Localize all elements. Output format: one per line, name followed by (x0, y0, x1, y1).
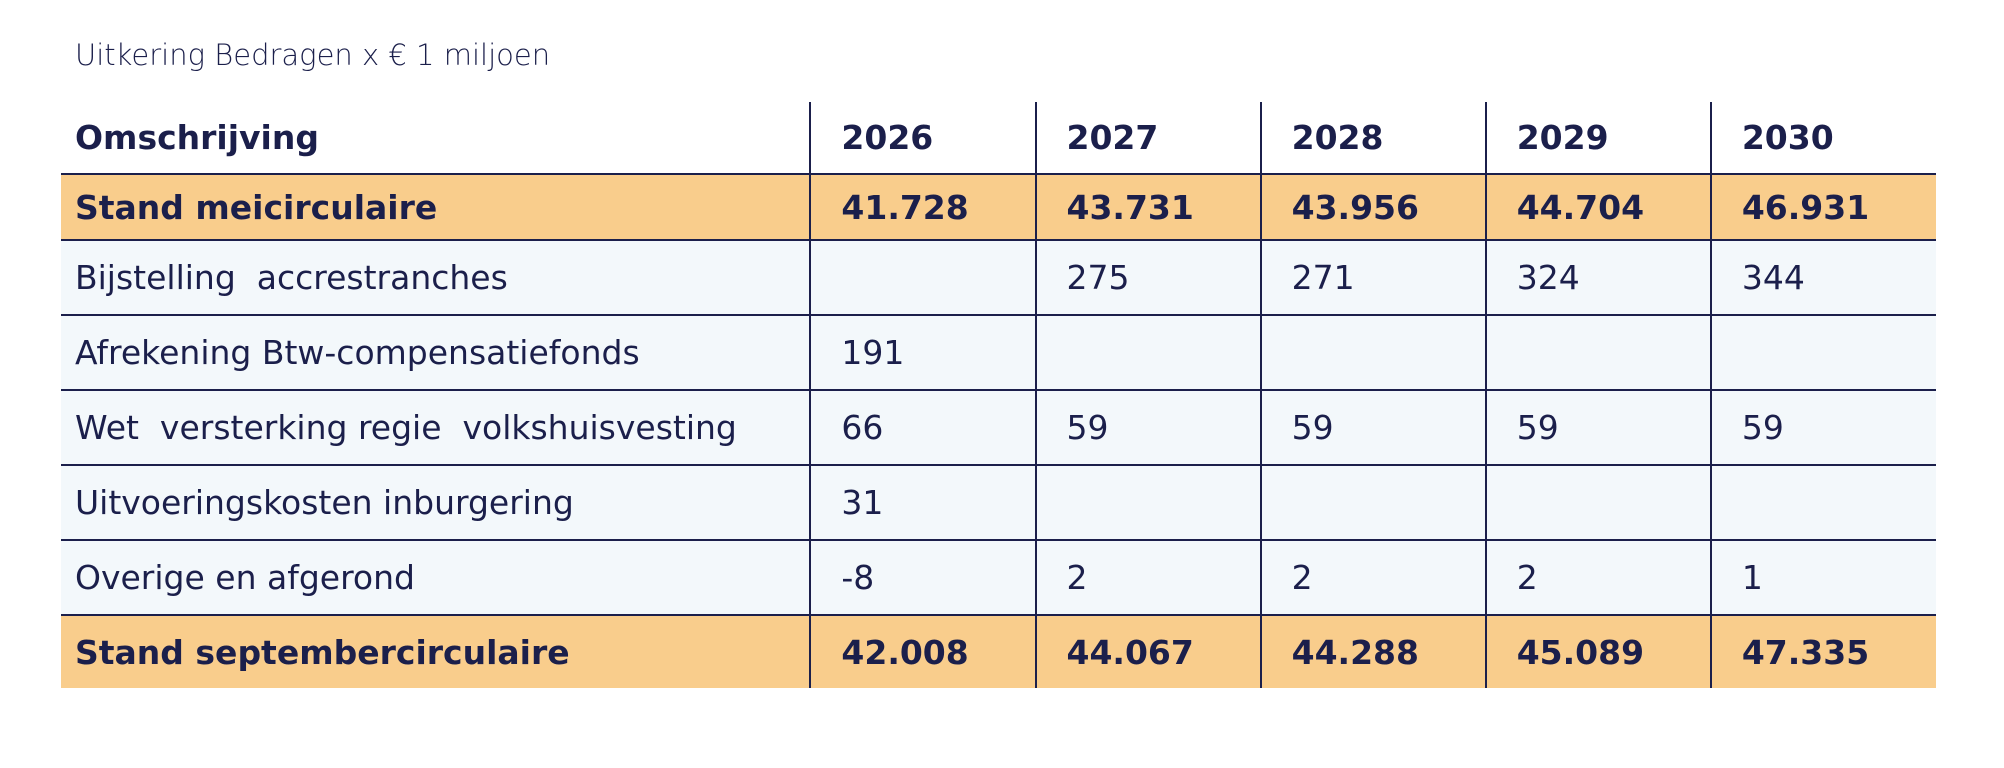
row-label: Stand septembercirculaire (61, 615, 811, 688)
empty-cell (1034, 465, 1261, 541)
value-cell: 344 (1709, 240, 1936, 316)
table-body: Stand meicirculaire 41.728 43.731 43.956 44.… (61, 174, 1936, 688)
empty-cell (809, 240, 1036, 316)
row-label: Bijstelling accrestranches (61, 240, 811, 316)
value-cell: 324 (1484, 240, 1711, 316)
table-row: Wet versterking regie volkshuisvesting 66… (61, 390, 1936, 466)
value-cell: 1 (1709, 540, 1936, 616)
value-cell: 43.956 (1259, 174, 1486, 241)
header-cell: 2026 (809, 102, 1036, 175)
value-cell: 59 (1484, 390, 1711, 466)
table-row: Stand meicirculaire 41.728 43.731 43.956 44.… (61, 174, 1936, 241)
value-cell: 275 (1034, 240, 1261, 316)
value-cell: 44.288 (1259, 615, 1486, 688)
value-cell: 44.067 (1034, 615, 1261, 688)
table-title: Uitkering Bedragen x € 1 miljoen (75, 38, 551, 72)
value-cell: 191 (809, 315, 1036, 391)
value-cell: 271 (1259, 240, 1486, 316)
table-row: Afrekening Btw-compensatiefonds 191 (61, 315, 1936, 391)
value-cell: 45.089 (1484, 615, 1711, 688)
table-row: Bijstelling accrestranches 275 271 324 344 (61, 240, 1936, 316)
value-cell: 2 (1259, 540, 1486, 616)
empty-cell (1484, 465, 1711, 541)
value-cell: 59 (1259, 390, 1486, 466)
value-cell: 66 (809, 390, 1036, 466)
header-cell: 2030 (1709, 102, 1936, 175)
row-label: Stand meicirculaire (61, 174, 811, 241)
value-cell: 46.931 (1709, 174, 1936, 241)
value-cell: 2 (1484, 540, 1711, 616)
value-cell: 47.335 (1709, 615, 1936, 688)
value-cell: 43.731 (1034, 174, 1261, 241)
table-row: Stand septembercirculaire 42.008 44.067 44.… (61, 615, 1936, 688)
value-cell: 42.008 (809, 615, 1036, 688)
empty-cell (1034, 315, 1261, 391)
table-row: Uitvoeringskosten inburgering 31 (61, 465, 1936, 541)
header-cell: Omschrijving (61, 102, 811, 175)
value-cell: 59 (1034, 390, 1261, 466)
value-cell: 2 (1034, 540, 1261, 616)
table: Omschrijving 2026 2027 2028 2029 2030 Stand m… (61, 102, 1936, 688)
row-label: Afrekening Btw-compensatiefonds (61, 315, 811, 391)
table-row: Overige en afgerond -8 2 2 2 1 (61, 540, 1936, 616)
table-header: Omschrijving 2026 2027 2028 2029 2030 (61, 102, 1936, 175)
empty-cell (1709, 315, 1936, 391)
empty-cell (1709, 465, 1936, 541)
header-cell: 2029 (1484, 102, 1711, 175)
header-row: Omschrijving 2026 2027 2028 2029 2030 (61, 102, 1936, 175)
header-cell: 2027 (1034, 102, 1261, 175)
header-cell: 2028 (1259, 102, 1486, 175)
value-cell: 31 (809, 465, 1036, 541)
row-label: Uitvoeringskosten inburgering (61, 465, 811, 541)
value-cell: 59 (1709, 390, 1936, 466)
value-cell: 44.704 (1484, 174, 1711, 241)
row-label: Overige en afgerond (61, 540, 811, 616)
row-label: Wet versterking regie volkshuisvesting (61, 390, 811, 466)
empty-cell (1484, 315, 1711, 391)
value-cell: -8 (809, 540, 1036, 616)
value-cell: 41.728 (809, 174, 1036, 241)
empty-cell (1259, 465, 1486, 541)
empty-cell (1259, 315, 1486, 391)
